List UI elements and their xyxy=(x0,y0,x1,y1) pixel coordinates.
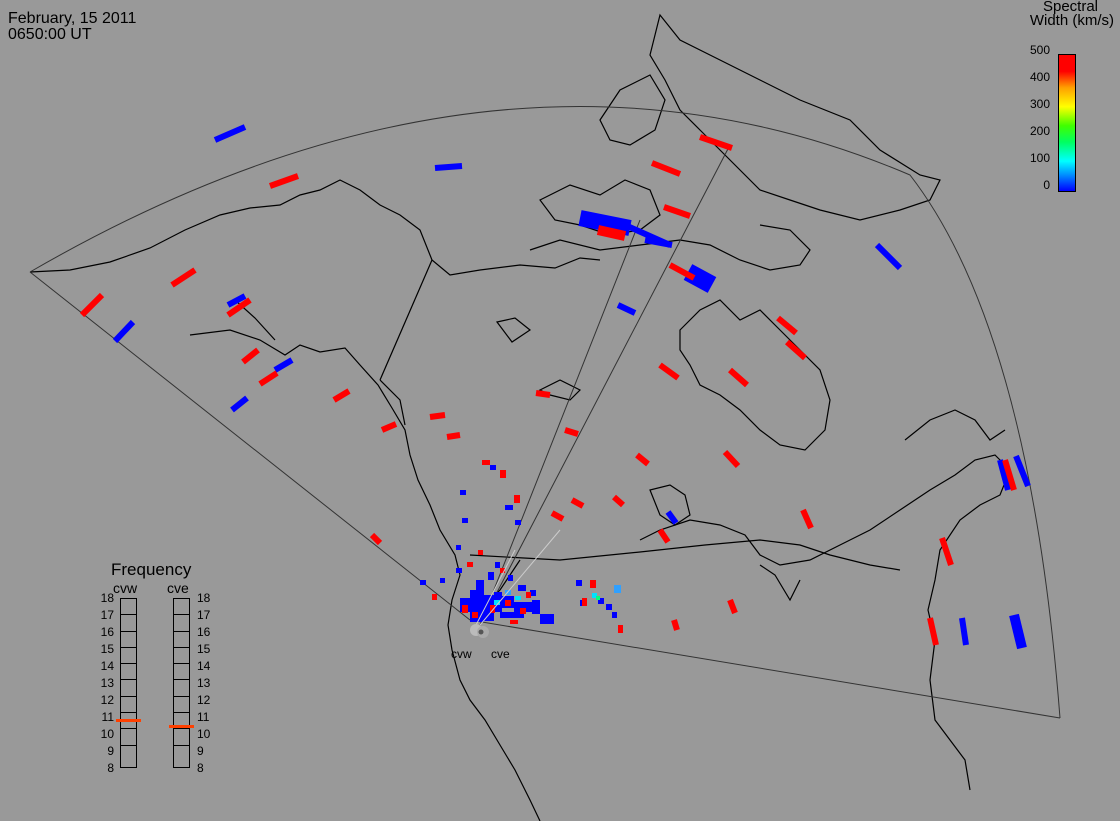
frequency-tick-right: 17 xyxy=(197,608,211,622)
colorbar-tick: 0 xyxy=(1043,178,1050,192)
frequency-marker-cve xyxy=(169,724,194,728)
frequency-tick-left: 13 xyxy=(100,676,114,690)
radar-sites xyxy=(470,624,489,638)
echo-cells-red xyxy=(79,134,1017,646)
frequency-tick-right: 11 xyxy=(197,710,210,724)
frequency-title: Frequency xyxy=(111,560,192,579)
colorbar-title-line2: Width (km/s) xyxy=(1029,12,1114,29)
date-label: February, 15 2011 xyxy=(8,10,137,27)
frequency-tick-left: 12 xyxy=(100,693,114,707)
colorbar-title-line1: Spectral xyxy=(1042,0,1098,15)
colorbar-tick: 300 xyxy=(1029,97,1050,111)
colorbar-tick: 200 xyxy=(1029,124,1050,138)
frequency-tick-left: 10 xyxy=(100,727,114,741)
frequency-tick-right: 12 xyxy=(197,693,211,707)
frequency-tick-left: 17 xyxy=(100,608,114,622)
frequency-tick-left: 8 xyxy=(107,761,114,775)
colorbar-tick: 400 xyxy=(1029,70,1050,84)
frequency-tick-right: 10 xyxy=(197,727,211,741)
frequency-tick-right: 9 xyxy=(197,744,204,758)
radar-label-cve: cve xyxy=(491,647,510,661)
colorbar-tick: 500 xyxy=(1029,43,1050,57)
frequency-label-cve: cve xyxy=(167,580,189,596)
colorbar-tick: 100 xyxy=(1029,151,1050,165)
frequency-tick-left: 11 xyxy=(101,710,114,724)
echo-cluster-near-radars xyxy=(420,460,623,633)
frequency-tick-right: 13 xyxy=(197,676,211,690)
echo-cells-blue xyxy=(112,124,1031,650)
frequency-tick-right: 8 xyxy=(197,761,204,775)
frequency-tick-right: 14 xyxy=(197,659,211,673)
spectral-width-colorbar xyxy=(1058,54,1076,192)
frequency-tick-right: 18 xyxy=(197,591,211,605)
frequency-tick-right: 16 xyxy=(197,625,211,639)
frequency-tick-left: 14 xyxy=(100,659,114,673)
radar-label-cvw: cvw xyxy=(451,647,472,661)
frequency-gauge-cve xyxy=(173,598,190,768)
coastlines xyxy=(29,13,1011,821)
frequency-tick-right: 15 xyxy=(197,642,211,656)
frequency-tick-left: 9 xyxy=(107,744,114,758)
field-of-view xyxy=(29,105,1061,719)
frequency-tick-left: 18 xyxy=(100,591,114,605)
frequency-marker-cvw xyxy=(116,719,141,723)
frequency-gauge-cvw xyxy=(120,598,137,768)
frequency-label-cvw: cvw xyxy=(113,580,138,596)
frequency-tick-left: 16 xyxy=(100,625,114,639)
time-label: 0650:00 UT xyxy=(8,26,92,43)
frequency-tick-left: 15 xyxy=(100,642,114,656)
